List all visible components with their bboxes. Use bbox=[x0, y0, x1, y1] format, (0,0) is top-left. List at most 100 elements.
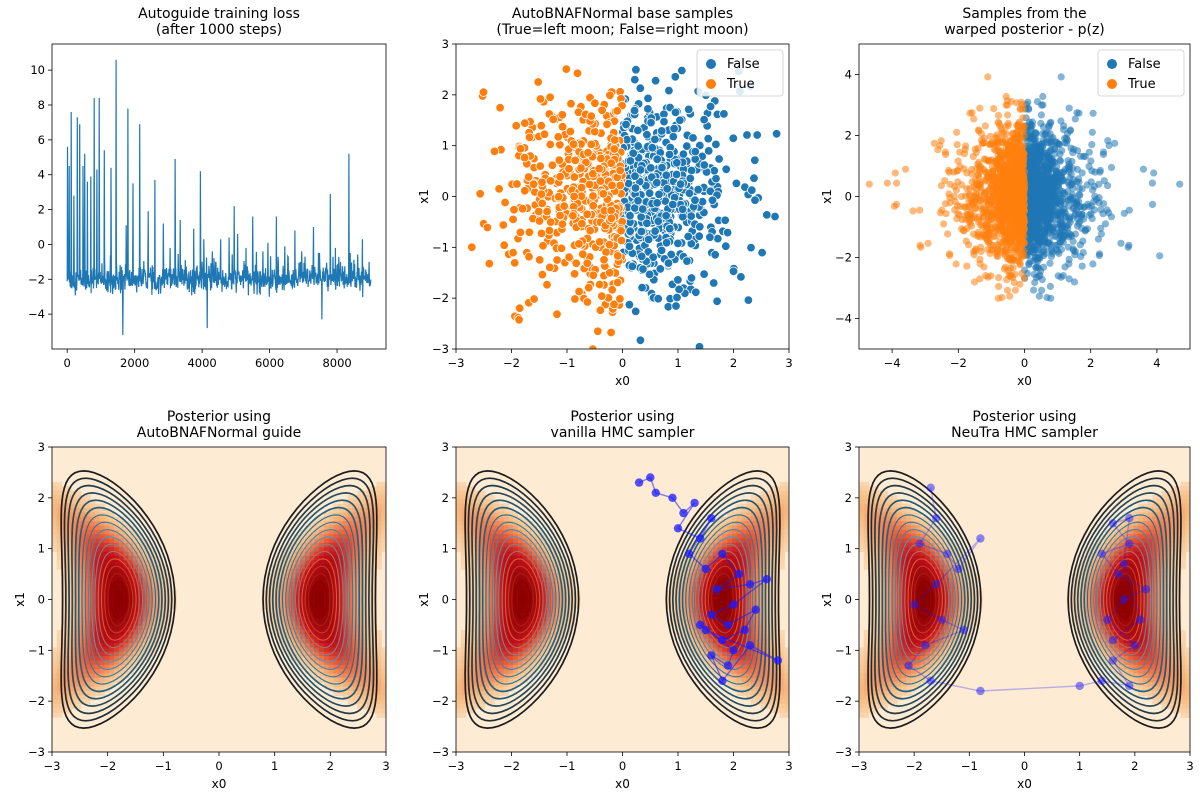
scatter-point-true bbox=[995, 282, 1003, 290]
scatter-point-false bbox=[1101, 220, 1109, 228]
density-cell bbox=[52, 503, 58, 509]
density-cell bbox=[123, 660, 129, 666]
density-cell bbox=[319, 656, 325, 662]
density-cell bbox=[56, 521, 63, 527]
chart-title: Samples from the bbox=[962, 6, 1086, 22]
density-cell bbox=[80, 538, 86, 544]
density-cell bbox=[99, 586, 106, 592]
scatter-point-false bbox=[627, 356, 636, 365]
scatter-point-false bbox=[1073, 222, 1081, 230]
density-cell bbox=[94, 573, 101, 579]
scatter-point-false bbox=[1089, 109, 1097, 117]
axes-frame bbox=[51, 43, 387, 350]
density-cell bbox=[85, 616, 91, 622]
density-cell bbox=[147, 643, 153, 649]
density-cell bbox=[52, 499, 58, 505]
density-cell bbox=[52, 647, 58, 653]
density-cell bbox=[56, 516, 63, 522]
density-cell bbox=[104, 682, 110, 688]
density-cell bbox=[104, 521, 110, 527]
density-cell bbox=[104, 538, 110, 544]
scatter-point-true bbox=[970, 278, 979, 286]
density-cell bbox=[323, 612, 330, 618]
density-cell bbox=[90, 547, 96, 553]
density-cell bbox=[147, 608, 153, 614]
density-cell bbox=[156, 599, 163, 605]
density-cell bbox=[104, 643, 110, 649]
scatter-point-true bbox=[1015, 246, 1023, 254]
density-cell bbox=[166, 612, 172, 618]
density-cell bbox=[271, 599, 277, 605]
scatter-point-false bbox=[1095, 250, 1104, 258]
scatter-point-false bbox=[750, 195, 760, 205]
density-cell bbox=[300, 547, 306, 553]
scatter-point-false bbox=[1075, 178, 1083, 186]
density-cell bbox=[75, 691, 82, 696]
density-cell bbox=[109, 677, 115, 683]
density-cell bbox=[152, 647, 158, 653]
density-cell bbox=[109, 664, 115, 670]
density-cell bbox=[271, 595, 277, 601]
scatter-point-true bbox=[523, 172, 534, 182]
scatter-point-true bbox=[993, 196, 1001, 205]
scatter-point-true bbox=[565, 126, 576, 137]
scatter-point-false bbox=[1120, 209, 1128, 217]
scatter-point-true bbox=[951, 182, 959, 190]
density-cell bbox=[104, 656, 110, 662]
density-cell bbox=[80, 625, 86, 631]
scatter-point-false bbox=[631, 306, 641, 317]
density-cell bbox=[314, 582, 320, 588]
scatter-point-false bbox=[1039, 92, 1047, 101]
scatter-point-false bbox=[690, 146, 701, 157]
density-cell bbox=[300, 538, 306, 544]
density-cell bbox=[104, 586, 110, 592]
density-cell bbox=[285, 586, 292, 592]
density-cell bbox=[94, 669, 101, 675]
density-cell bbox=[142, 582, 149, 588]
density-cell bbox=[90, 538, 96, 544]
density-cell bbox=[85, 564, 91, 570]
density-cell bbox=[104, 612, 110, 618]
density-cell bbox=[80, 508, 86, 513]
density-cell bbox=[300, 660, 306, 666]
scatter-point-false bbox=[746, 242, 756, 253]
x-tick-label: 2000 bbox=[120, 356, 149, 370]
density-cell bbox=[123, 529, 129, 535]
scatter-point-true bbox=[515, 143, 526, 154]
scatter-point-false bbox=[743, 295, 754, 305]
density-cell bbox=[147, 586, 153, 592]
density-cell bbox=[319, 608, 325, 614]
density-cell bbox=[314, 677, 320, 683]
density-cell bbox=[309, 547, 316, 553]
density-cell bbox=[300, 569, 306, 574]
density-cell bbox=[323, 551, 330, 557]
density-cell bbox=[285, 616, 292, 622]
density-cell bbox=[319, 603, 325, 609]
density-cell bbox=[80, 660, 86, 666]
density-cell bbox=[109, 673, 115, 679]
density-cell bbox=[319, 612, 325, 618]
density-cell bbox=[123, 555, 129, 561]
scatter-point-true bbox=[990, 211, 998, 219]
density-cell bbox=[61, 586, 67, 592]
x-tick-label: 4000 bbox=[187, 356, 216, 370]
scatter-point-true bbox=[593, 326, 603, 337]
density-cell bbox=[290, 555, 296, 561]
density-cell bbox=[128, 538, 134, 544]
density-cell bbox=[118, 630, 125, 635]
density-cell bbox=[94, 529, 101, 535]
density-cell bbox=[133, 638, 139, 644]
scatter-point-false bbox=[670, 72, 681, 82]
density-cell bbox=[314, 590, 320, 596]
scatter-point-false bbox=[682, 141, 692, 151]
density-cell bbox=[133, 538, 139, 544]
scatter-point-true bbox=[968, 215, 976, 223]
scatter-point-true bbox=[893, 179, 901, 187]
density-cell bbox=[319, 525, 325, 531]
density-cell bbox=[66, 529, 72, 535]
scatter-point-false bbox=[1067, 196, 1075, 204]
density-cell bbox=[56, 630, 63, 635]
scatter-point-false bbox=[684, 104, 694, 115]
density-cell bbox=[133, 608, 139, 614]
density-cell bbox=[123, 521, 129, 527]
